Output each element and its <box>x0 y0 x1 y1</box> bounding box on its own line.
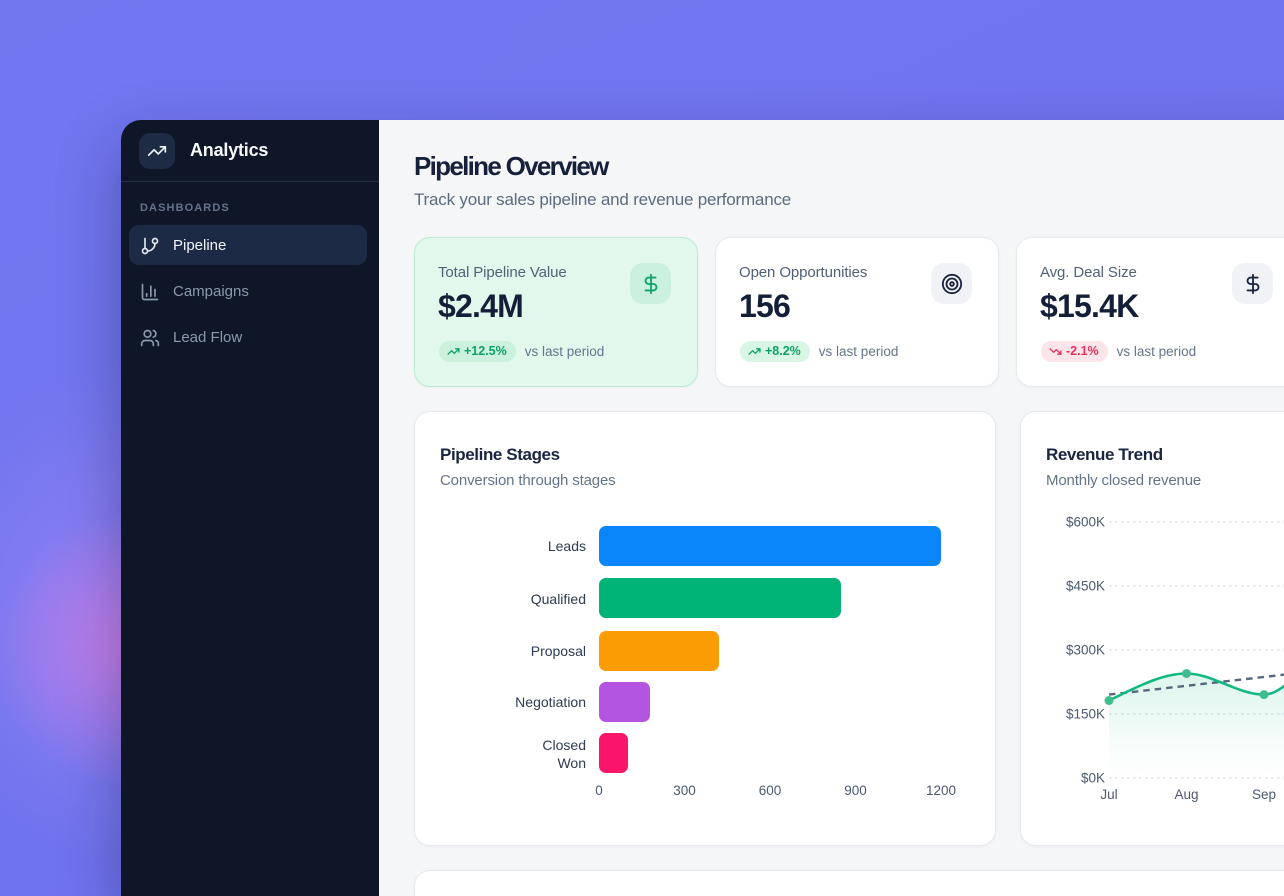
svg-text:$150K: $150K <box>1066 707 1105 722</box>
svg-text:Jul: Jul <box>1100 787 1117 802</box>
svg-text:Sep: Sep <box>1252 787 1276 802</box>
svg-text:$600K: $600K <box>1066 515 1105 530</box>
svg-text:$0K: $0K <box>1081 771 1105 786</box>
svg-text:$300K: $300K <box>1066 643 1105 658</box>
svg-text:Aug: Aug <box>1174 787 1198 802</box>
svg-text:$450K: $450K <box>1066 579 1105 594</box>
